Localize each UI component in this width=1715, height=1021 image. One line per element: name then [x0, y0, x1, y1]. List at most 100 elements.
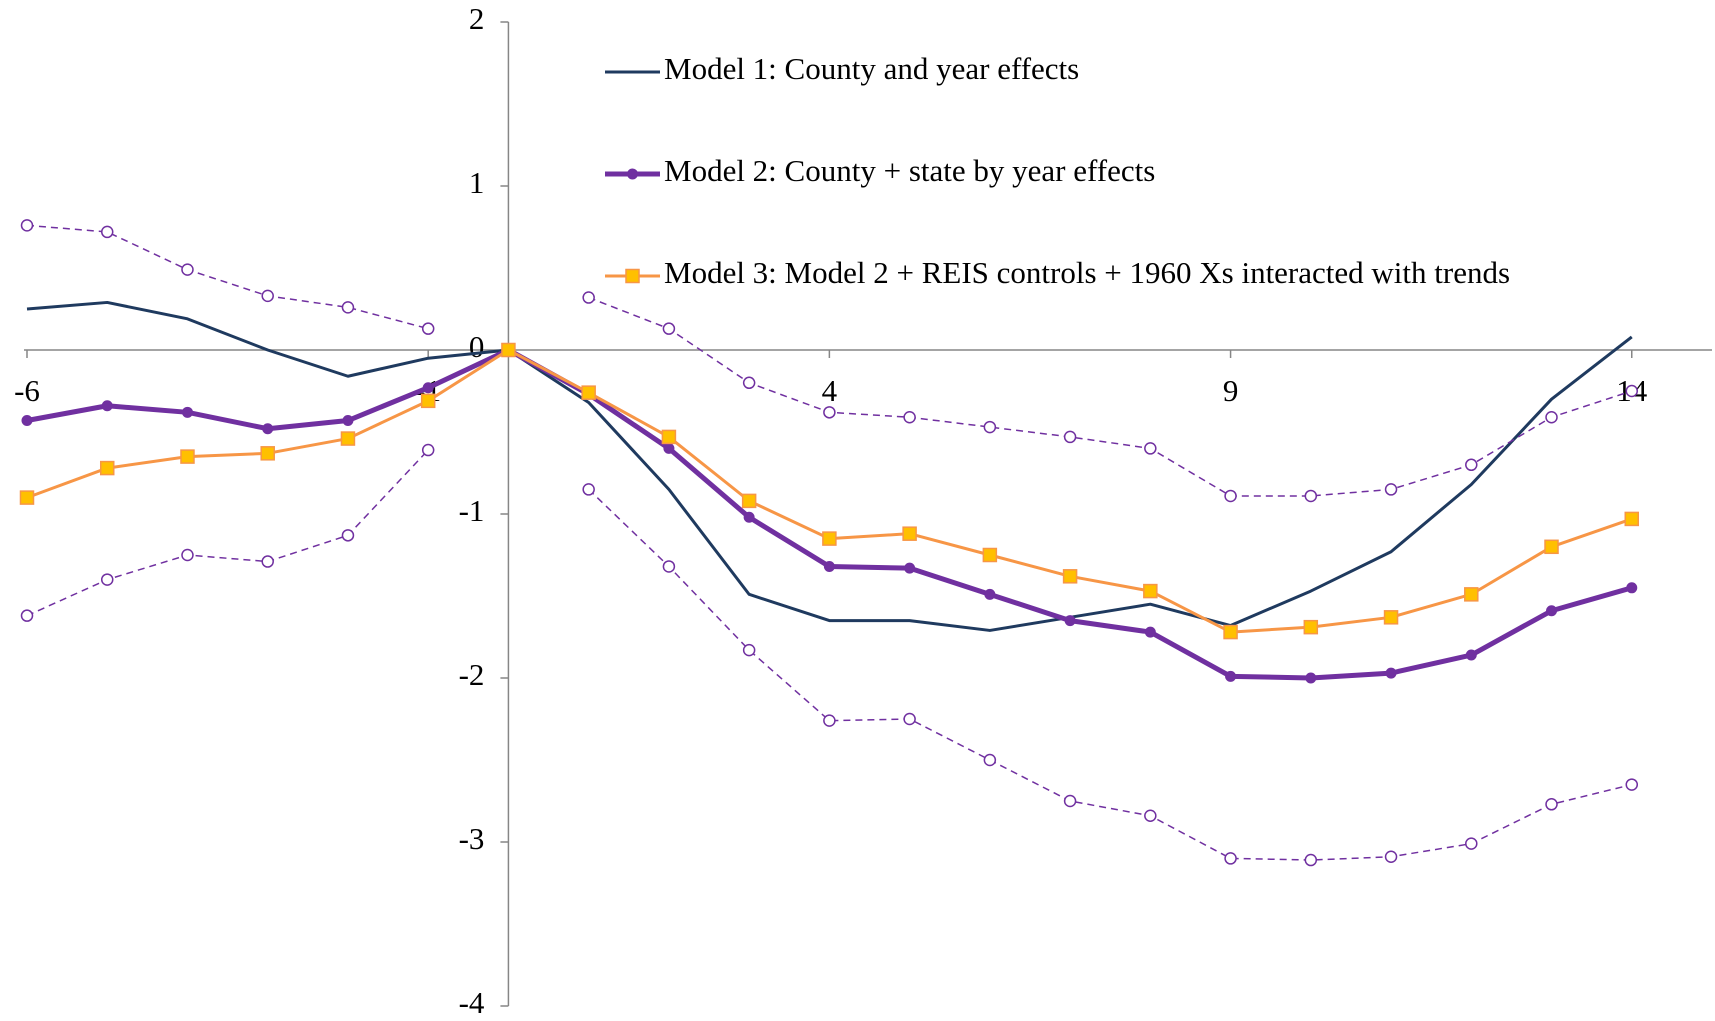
data-point: [341, 529, 355, 542]
data-point: [1384, 850, 1398, 864]
data-point: [1545, 798, 1558, 811]
data-point: [181, 548, 194, 562]
data-point: [662, 322, 676, 335]
data-point: [742, 376, 756, 390]
data-point: [1384, 483, 1398, 496]
data-point: [421, 322, 435, 335]
data-point: [1223, 624, 1238, 640]
data-point: [1304, 489, 1318, 503]
data-point: [984, 588, 996, 600]
data-point: [421, 443, 435, 457]
data-point: [904, 562, 916, 574]
data-point: [262, 423, 274, 435]
data-point: [902, 526, 917, 541]
data-point: [101, 400, 113, 412]
data-point: [822, 531, 837, 546]
data-point: [903, 410, 916, 424]
data-point: [20, 609, 34, 622]
legend-label: Model 3: Model 2 + REIS controls + 1960 …: [664, 255, 1510, 290]
data-point: [1144, 442, 1157, 455]
data-point: [581, 385, 596, 400]
series-line: [26, 300, 1633, 632]
data-point: [99, 460, 115, 476]
x-tick-label: 4: [822, 373, 838, 408]
data-point: [741, 493, 757, 509]
y-tick-label: -1: [459, 493, 485, 528]
data-point: [1144, 809, 1157, 823]
data-point: [420, 393, 436, 409]
data-point: [582, 291, 595, 304]
data-point: [903, 712, 916, 726]
data-point: [1545, 410, 1558, 424]
data-point: [662, 560, 676, 573]
data-point: [181, 263, 194, 276]
data-point: [1305, 672, 1317, 684]
y-tick-label: 1: [469, 165, 485, 200]
data-point: [1064, 615, 1076, 627]
data-point: [661, 429, 677, 445]
data-point: [1062, 569, 1078, 584]
data-point: [1624, 511, 1640, 527]
data-point: [1143, 583, 1158, 599]
y-tick-label: 0: [469, 329, 485, 364]
data-point: [1303, 619, 1319, 635]
series-line: [26, 224, 429, 330]
data-point: [823, 406, 836, 419]
data-point: [983, 753, 997, 767]
data-point: [180, 449, 195, 464]
data-point: [342, 415, 354, 427]
legend-label: Model 2: County + state by year effects: [664, 153, 1155, 188]
data-point: [1465, 837, 1478, 850]
data-point: [1304, 853, 1318, 867]
data-point: [1224, 489, 1237, 503]
data-point: [341, 301, 355, 314]
data-point: [21, 415, 33, 427]
y-tick-label: 2: [469, 1, 485, 36]
data-point: [663, 442, 675, 454]
data-point: [20, 219, 34, 232]
data-point: [1063, 794, 1077, 808]
data-point: [1465, 649, 1477, 661]
legend-marker: [627, 168, 638, 180]
data-point: [340, 431, 356, 446]
series-line: [26, 449, 429, 617]
data-point: [100, 225, 114, 239]
x-tick-label: 9: [1223, 373, 1239, 408]
data-point: [181, 406, 193, 418]
data-point: [19, 490, 35, 505]
data-point: [1544, 539, 1559, 555]
data-point: [261, 555, 274, 568]
data-point: [260, 446, 275, 461]
data-point: [100, 573, 114, 586]
y-tick-label: -3: [459, 821, 485, 856]
data-point: [1625, 384, 1639, 398]
data-point: [1383, 610, 1399, 625]
y-tick-label: -2: [459, 657, 485, 692]
series-line: [588, 488, 1632, 861]
data-point: [742, 643, 756, 657]
data-point: [1465, 458, 1478, 472]
series-line: [588, 296, 1632, 497]
data-point: [1385, 667, 1397, 679]
data-point: [1225, 670, 1237, 682]
legend-label: Model 1: County and year effects: [664, 51, 1079, 86]
data-point: [1144, 626, 1156, 638]
data-point: [1546, 605, 1558, 617]
data-point: [261, 289, 274, 303]
data-point: [823, 560, 835, 572]
data-point: [982, 547, 998, 563]
data-point: [501, 342, 516, 358]
x-tick-label: -6: [14, 373, 40, 408]
y-tick-label: -4: [459, 985, 485, 1020]
data-point: [983, 420, 997, 434]
data-point: [1464, 587, 1479, 602]
data-point: [1063, 430, 1077, 444]
data-point: [823, 714, 836, 727]
data-point: [1626, 582, 1638, 594]
data-point: [582, 483, 595, 496]
data-point: [1625, 778, 1639, 791]
legend-marker: [625, 268, 640, 284]
data-point: [743, 511, 755, 523]
data-point: [422, 382, 434, 394]
